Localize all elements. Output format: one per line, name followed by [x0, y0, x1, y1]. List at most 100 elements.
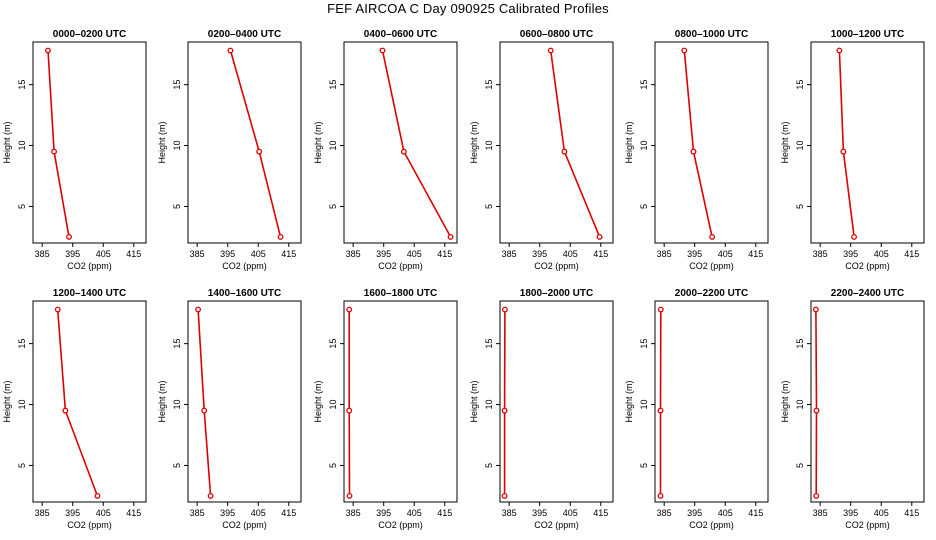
y-tick-label: 15 — [795, 80, 805, 90]
plot-frame — [654, 300, 769, 503]
x-tick-label: 415 — [593, 508, 608, 518]
y-tick-label: 15 — [484, 339, 494, 349]
profile-point — [501, 306, 508, 313]
profile-point — [346, 492, 353, 499]
x-tick-label: 405 — [563, 249, 578, 259]
x-axis-label: CO2 (ppm) — [222, 261, 267, 271]
x-tick-label: 395 — [687, 249, 702, 259]
profile-point — [447, 233, 454, 240]
plot-frame — [654, 41, 769, 244]
y-tick-label: 5 — [795, 204, 805, 209]
x-axis-label: CO2 (ppm) — [67, 520, 112, 530]
x-tick-label: 395 — [376, 249, 391, 259]
panel-7: 1200–1400 UTC 385 395 405 415 5 10 15 CO2 (ppm) H… — [2, 288, 147, 530]
x-tick-label: 415 — [281, 508, 296, 518]
x-tick-label: 415 — [904, 249, 919, 259]
y-tick-label: 10 — [484, 400, 494, 410]
y-axis-label: Height (m) — [780, 121, 790, 163]
y-tick-label: 15 — [795, 339, 805, 349]
profile-point — [201, 407, 208, 414]
x-tick-label: 385 — [35, 249, 50, 259]
panel-title: 2000–2200 UTC — [675, 288, 748, 299]
y-tick-label: 10 — [17, 400, 27, 410]
x-tick-label: 405 — [718, 249, 733, 259]
x-tick-label: 405 — [718, 508, 733, 518]
profile-line — [815, 309, 818, 496]
panel-9: 1600–1800 UTC 385 395 405 415 5 10 15 CO2 (ppm) H… — [313, 288, 458, 530]
y-tick-label: 5 — [639, 204, 649, 209]
y-tick-label: 5 — [484, 204, 494, 209]
x-axis-label: CO2 (ppm) — [67, 261, 112, 271]
x-tick-label: 415 — [281, 249, 296, 259]
y-tick-label: 5 — [17, 204, 27, 209]
profile-line — [549, 50, 601, 238]
y-tick-label: 10 — [484, 141, 494, 151]
profile-point — [256, 148, 263, 155]
profile-line — [197, 309, 212, 496]
plot-frame — [32, 300, 147, 503]
profile-line — [838, 50, 855, 237]
y-tick-label: 5 — [328, 204, 338, 209]
y-tick-label: 15 — [172, 80, 182, 90]
y-tick-label: 5 — [328, 463, 338, 468]
profile-point — [346, 306, 353, 313]
profile-line — [381, 50, 452, 238]
x-tick-label: 395 — [843, 249, 858, 259]
profile-line — [229, 50, 282, 238]
profile-point — [66, 233, 72, 240]
panel-title: 0800–1000 UTC — [675, 29, 748, 40]
x-axis-label: CO2 (ppm) — [378, 520, 423, 530]
x-tick-label: 395 — [532, 508, 547, 518]
x-tick-label: 405 — [251, 249, 266, 259]
panel-title: 2200–2400 UTC — [831, 288, 904, 299]
x-tick-label: 385 — [346, 249, 361, 259]
plot-frame — [343, 300, 458, 503]
plot-frame — [343, 41, 458, 244]
profile-point — [227, 47, 234, 54]
x-tick-label: 395 — [843, 508, 858, 518]
panel-title: 0400–0600 UTC — [364, 29, 437, 40]
panel-6: 1000–1200 UTC 385 395 405 415 5 10 15 CO2 (ppm) H… — [780, 29, 925, 271]
y-tick-label: 10 — [795, 141, 805, 151]
profile-point — [596, 233, 603, 240]
x-tick-label: 385 — [502, 249, 517, 259]
x-tick-label: 405 — [96, 249, 111, 259]
panel-title: 1000–1200 UTC — [831, 29, 904, 40]
x-axis-label: CO2 (ppm) — [845, 261, 890, 271]
y-axis-label: Height (m) — [469, 380, 479, 422]
x-tick-label: 395 — [220, 249, 235, 259]
x-axis-label: CO2 (ppm) — [689, 261, 734, 271]
profile-point — [195, 306, 202, 313]
x-axis-label: CO2 (ppm) — [845, 520, 890, 530]
x-tick-label: 415 — [904, 508, 919, 518]
plot-frame — [810, 41, 925, 244]
panel-1: 0000–0200 UTC 385 395 405 415 5 10 15 CO2 (ppm) H… — [2, 29, 147, 271]
profile-point — [657, 407, 664, 414]
y-tick-label: 15 — [484, 80, 494, 90]
profile-point — [346, 407, 353, 414]
y-tick-label: 5 — [172, 204, 182, 209]
plot-frame — [499, 41, 614, 244]
x-tick-label: 405 — [96, 508, 111, 518]
profile-point — [851, 233, 858, 240]
x-axis-label: CO2 (ppm) — [534, 520, 579, 530]
x-tick-label: 385 — [657, 249, 672, 259]
profile-line — [56, 309, 99, 497]
x-tick-label: 395 — [376, 508, 391, 518]
x-tick-label: 405 — [407, 249, 422, 259]
panel-title: 0600–0800 UTC — [520, 29, 593, 40]
y-tick-label: 15 — [639, 339, 649, 349]
x-tick-label: 395 — [65, 508, 80, 518]
panel-4: 0600–0800 UTC 385 395 405 415 5 10 15 CO2 (ppm) H… — [469, 29, 614, 271]
y-tick-label: 15 — [172, 339, 182, 349]
panel-8: 1400–1600 UTC 385 395 405 415 5 10 15 CO2 (ppm) H… — [157, 288, 302, 530]
panel-title: 0000–0200 UTC — [53, 29, 126, 40]
x-tick-label: 405 — [407, 508, 422, 518]
profile-point — [207, 492, 214, 499]
y-tick-label: 10 — [328, 400, 338, 410]
panel-2: 0200–0400 UTC 385 395 405 415 5 10 15 CO2 (ppm) H… — [157, 29, 302, 271]
profile-point — [690, 148, 697, 155]
profile-point — [501, 407, 508, 414]
y-tick-label: 10 — [795, 400, 805, 410]
profile-point — [277, 233, 284, 240]
